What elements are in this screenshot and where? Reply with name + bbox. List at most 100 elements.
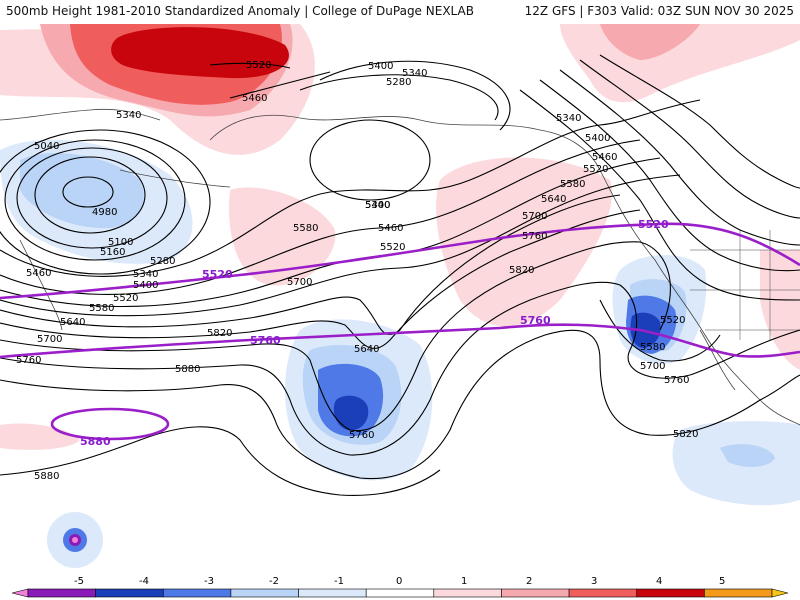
contour-label: 5340	[133, 269, 158, 280]
contour-label: 5760	[664, 375, 689, 386]
contour-label: 5520	[583, 164, 608, 175]
contour-label: 5340	[116, 110, 141, 121]
negative-anomaly-region	[20, 152, 144, 229]
colorbar-label: -5	[74, 576, 84, 587]
contour-5820	[0, 329, 800, 480]
contour-label: 5520	[113, 293, 138, 304]
contour-5040	[34, 156, 146, 234]
climatology-label: 5520	[202, 268, 233, 281]
colorbar-segment	[568, 588, 638, 598]
climatology-label: 5760	[250, 334, 281, 347]
positive-anomaly-region	[111, 27, 289, 79]
contour-label: 5820	[207, 328, 232, 339]
colorbar-segment	[162, 588, 232, 598]
contour-label: 5820	[673, 429, 698, 440]
contour-label: 5520	[380, 242, 405, 253]
contour-5460	[559, 69, 800, 246]
contour-label: 5820	[509, 265, 534, 276]
contour-label: 5340	[556, 113, 581, 124]
contour-label: 5100	[108, 237, 133, 248]
contour-label: 5700	[287, 277, 312, 288]
contour-5460	[229, 71, 331, 99]
map-header: 500mb Height 1981-2010 Standardized Anom…	[0, 0, 800, 22]
contour-label: 5400	[585, 133, 610, 144]
contour-5400	[0, 139, 641, 295]
contour-5520	[209, 62, 291, 69]
state-borders	[690, 230, 800, 340]
colorbar-label: 1	[461, 576, 467, 587]
contour-label: 5160	[100, 247, 125, 258]
negative-anomaly-region	[720, 444, 775, 467]
colorbar-label: 0	[396, 576, 402, 587]
map-title: 500mb Height 1981-2010 Standardized Anom…	[6, 4, 474, 18]
colorbar-arrow-right	[771, 588, 789, 598]
colorbar-segment	[501, 588, 570, 598]
colorbar-segment	[704, 588, 773, 598]
positive-anomaly-region	[229, 187, 336, 286]
negative-anomaly-region	[333, 395, 369, 431]
contour-label: 5760	[349, 430, 374, 441]
colorbar-segment	[298, 588, 367, 598]
climatology-5520-line	[0, 222, 800, 300]
contour-5160	[4, 139, 186, 261]
colorbar-label: -2	[269, 576, 279, 587]
contour-label: 5700	[522, 211, 547, 222]
contour-5280	[309, 119, 431, 201]
contour-5700	[0, 241, 671, 432]
contour-5760	[0, 281, 800, 456]
contour-label: 5460	[378, 223, 403, 234]
contour-labels: 5520 5400 5340 5460 5280 5340 5040 4980 …	[16, 60, 698, 482]
contour-5400	[319, 60, 511, 131]
aleutian-islands	[119, 169, 231, 188]
contour-label: 5280	[150, 256, 175, 267]
contour-5340	[299, 74, 499, 121]
contour-label: 5640	[60, 317, 85, 328]
contour-label: 5640	[354, 344, 379, 355]
contour-label: 5400	[368, 61, 393, 72]
contour-label: 5520	[660, 315, 685, 326]
colorbar-segment	[636, 588, 705, 598]
colorbar-segment	[365, 588, 435, 598]
baja-coast	[699, 329, 736, 391]
climatology-labels: 5520 5520 5760 5760 5880	[80, 218, 669, 448]
siberia-coast	[0, 108, 161, 121]
colorbar-segment	[230, 588, 299, 598]
colorbar-label: 5	[719, 576, 725, 587]
contour-label: 5880	[175, 364, 200, 375]
contour-label: 5700	[640, 361, 665, 372]
alaska-coast	[209, 114, 601, 171]
contour-label: 5460	[592, 152, 617, 163]
contour-label: 5880	[34, 471, 59, 482]
contour-5340	[0, 99, 701, 277]
colorbar-label: 2	[526, 576, 532, 587]
contour-5340	[599, 54, 800, 189]
contour-label: 5700	[37, 334, 62, 345]
contour-label: 5460	[26, 268, 51, 279]
climatology-label: 5760	[520, 314, 551, 327]
colorbar-segment	[433, 588, 502, 598]
contour-label: 5640	[541, 194, 566, 205]
colorbar-arrow-left	[11, 588, 29, 598]
contour-label: 5460	[242, 93, 267, 104]
contour-5880	[0, 426, 441, 496]
weather-map: 5520 5400 5340 5460 5280 5340 5040 4980 …	[0, 24, 800, 568]
contour-label: 5520	[246, 60, 271, 71]
contour-5580	[519, 89, 800, 301]
contour-5400	[579, 59, 800, 219]
contour-5280	[0, 129, 211, 275]
height-contours	[0, 54, 800, 496]
climatology-label: 5880	[80, 435, 111, 448]
contour-5640	[0, 209, 641, 349]
colorbar-label: 4	[656, 576, 662, 587]
contour-label: 5040	[34, 141, 59, 152]
climatology-5760-line	[0, 323, 800, 359]
climatology-5880-line	[50, 407, 170, 441]
contour-5100	[16, 147, 168, 249]
contour-label: 5760	[522, 231, 547, 242]
colorbar-label: -3	[204, 576, 214, 587]
anomaly-colorbar: -5 -4 -3 -2 -1 0 1 2 3 4 5	[11, 576, 789, 598]
contour-label: 5580	[89, 303, 114, 314]
contour-label: 5580	[640, 342, 665, 353]
model-run-info: 12Z GFS | F303 Valid: 03Z SUN NOV 30 202…	[524, 4, 794, 18]
